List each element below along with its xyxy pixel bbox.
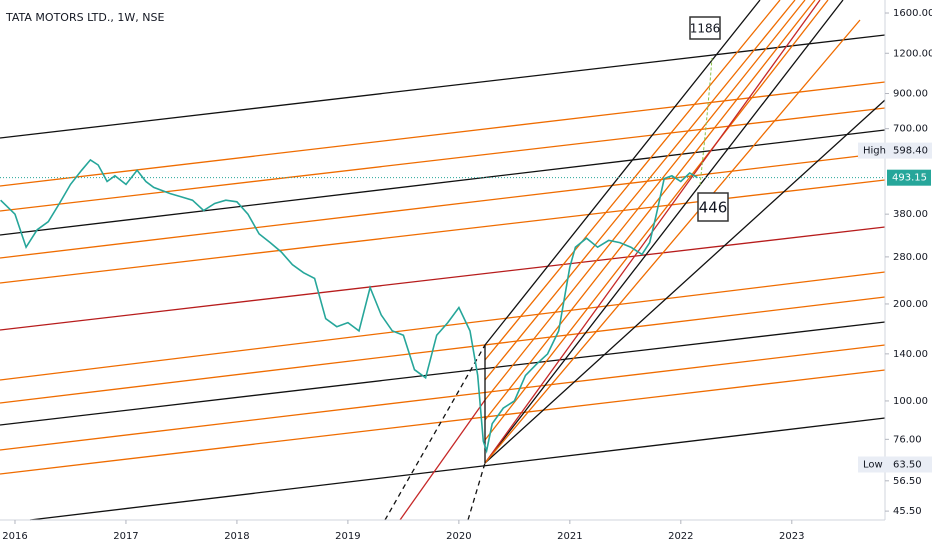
x-tick-label: 2022: [668, 531, 693, 542]
y-tick-label: 100.00: [893, 396, 928, 407]
trend-line: [0, 271, 886, 381]
trend-line: [0, 344, 886, 451]
channel-line: [484, 0, 796, 381]
trend-line: [29, 417, 886, 521]
channel-line: [384, 344, 486, 521]
y-tick-label: 200.00: [893, 299, 928, 310]
annotation-label: 1186: [690, 22, 721, 36]
y-tick-label: 700.00: [893, 124, 928, 135]
x-tick-label: 2016: [2, 531, 27, 542]
y-tick-label: 1600.00: [893, 8, 932, 19]
annotation-label: 446: [699, 199, 728, 217]
x-tick-label: 2023: [779, 531, 804, 542]
channel-line: [484, 0, 816, 421]
x-tick-label: 2017: [113, 531, 138, 542]
last-price-label: 493.15: [892, 173, 927, 184]
price-label-box: [858, 456, 932, 473]
price-line: [0, 158, 698, 454]
channel-line: [484, 0, 781, 361]
channel-line: [484, 99, 886, 464]
channel-line: [484, 0, 844, 464]
channel-line: [484, 0, 806, 401]
trend-line: [0, 296, 886, 404]
trend-line: [0, 321, 886, 426]
trend-line: [0, 369, 886, 475]
y-tick-label: 380.00: [893, 209, 928, 220]
channel-line: [484, 0, 829, 441]
trend-line: [0, 226, 886, 331]
trend-line: [0, 152, 886, 259]
price-label-name: Low: [863, 459, 883, 470]
x-tick-label: 2019: [335, 531, 360, 542]
x-tick-label: 2021: [557, 531, 582, 542]
channel-line: [467, 462, 486, 521]
y-tick-label: 140.00: [893, 349, 928, 360]
annotations: 1186 446: [689, 16, 729, 222]
y-tick-label: 76.00: [893, 434, 922, 445]
y-tick-label: 45.50: [893, 506, 922, 517]
y-tick-label: 900.00: [893, 89, 928, 100]
y-tick-label: 280.00: [893, 252, 928, 263]
last-price-box: [887, 169, 931, 186]
price-label-box: [858, 142, 932, 159]
price-label-name: High: [863, 146, 886, 157]
price-label-value: 63.50: [893, 459, 922, 470]
price-label-value: 598.40: [893, 146, 928, 157]
projection: [699, 57, 713, 186]
x-tick-label: 2020: [446, 531, 471, 542]
channel-line: [484, 19, 861, 464]
x-tick-label: 2018: [224, 531, 249, 542]
channel-line: [484, 0, 761, 346]
trend-line: [0, 107, 886, 212]
y-tick-label: 56.50: [893, 476, 922, 487]
annotation-box: [689, 16, 721, 40]
chart-title: TATA MOTORS LTD., 1W, NSE: [5, 11, 164, 24]
trend-line: [0, 129, 886, 236]
y-tick-label: 1200.00: [893, 48, 932, 59]
annotation-box: [697, 192, 729, 222]
trend-line: [0, 179, 886, 284]
channel-line: [399, 399, 486, 521]
